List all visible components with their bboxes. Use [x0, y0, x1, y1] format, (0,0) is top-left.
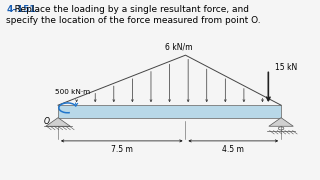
Polygon shape — [46, 118, 70, 126]
Text: 500 kN·m: 500 kN·m — [55, 89, 90, 95]
Polygon shape — [269, 118, 293, 126]
Text: 7.5 m: 7.5 m — [111, 145, 133, 154]
Text: Replace the loading by a single resultant force, and
specify the location of the: Replace the loading by a single resultan… — [6, 5, 261, 25]
Text: 15 kN: 15 kN — [275, 63, 297, 72]
Text: O: O — [44, 117, 50, 126]
Text: 6 kN/m: 6 kN/m — [165, 43, 193, 52]
Text: 4–151.: 4–151. — [6, 5, 39, 14]
Text: 4.5 m: 4.5 m — [222, 145, 244, 154]
FancyBboxPatch shape — [58, 105, 281, 118]
